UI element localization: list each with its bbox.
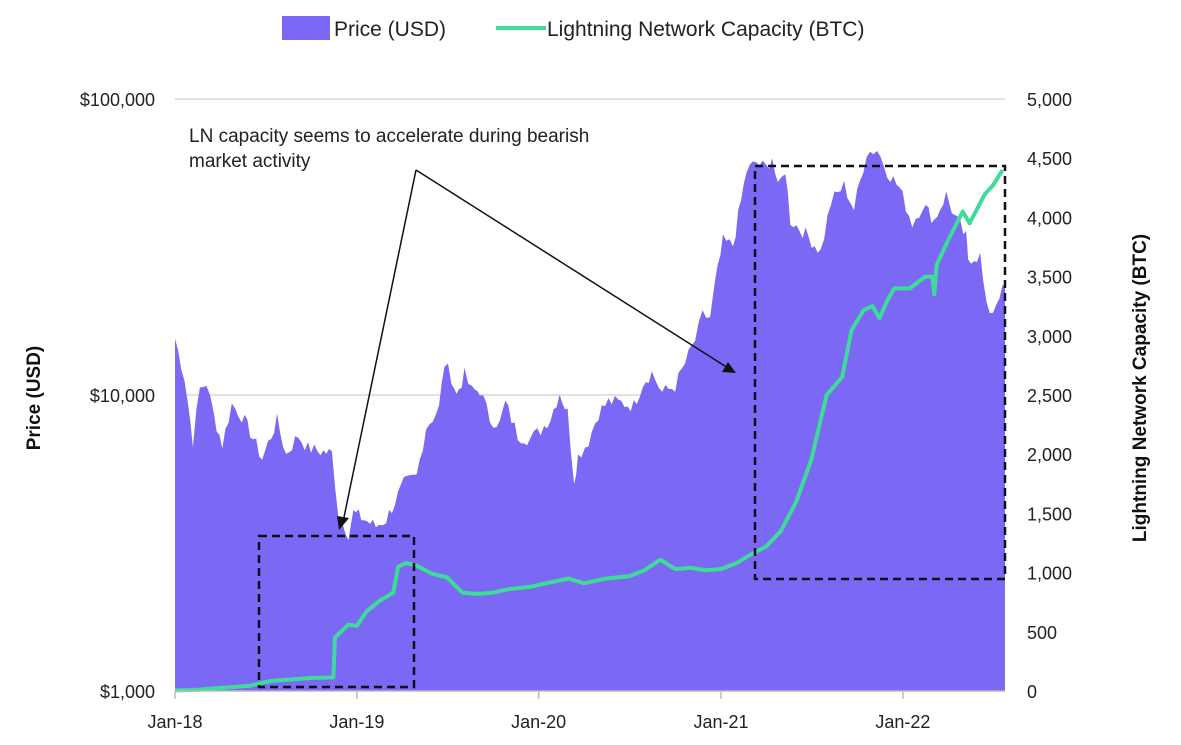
- right-tick-label: 1,500: [1027, 504, 1072, 524]
- legend-label-capacity: Lightning Network Capacity (BTC): [547, 18, 864, 41]
- right-tick-label: 0: [1027, 682, 1037, 702]
- right-tick-label: 500: [1027, 623, 1057, 643]
- right-tick-label: 2,500: [1027, 386, 1072, 406]
- highlight-box-2018: [257, 534, 416, 689]
- price-area-series: [175, 151, 1005, 691]
- legend: Price (USD) Lightning Network Capacity (…: [282, 16, 864, 41]
- annotation-arrow-right: [415, 169, 729, 369]
- right-tick-label: 1,000: [1027, 564, 1072, 584]
- x-tick-label: Jan-18: [147, 712, 202, 732]
- capacity-line-series: [174, 168, 1005, 693]
- annotation-arrowhead-left: [337, 516, 349, 530]
- right-tick-label: 5,000: [1027, 90, 1072, 110]
- annotation-arrow-left: [342, 169, 417, 523]
- annotation: LN capacity seems to accelerate during b…: [189, 126, 736, 530]
- legend-swatch-price: [282, 16, 330, 40]
- right-tick-label: 4,500: [1027, 149, 1072, 169]
- right-tick-label: 4,000: [1027, 208, 1072, 228]
- right-tick-label: 3,000: [1027, 327, 1072, 347]
- x-tick-label: Jan-19: [329, 712, 384, 732]
- legend-label-price: Price (USD): [334, 18, 446, 41]
- x-axis-ticks: Jan-18 Jan-19 Jan-20 Jan-21 Jan-22: [147, 691, 930, 732]
- left-tick-label: $1,000: [100, 682, 155, 702]
- left-tick-label: $10,000: [90, 386, 155, 406]
- right-axis-ticks: 0 500 1,000 1,500 2,000 2,500 3,000 3,500 4,000 4…: [1027, 90, 1072, 702]
- right-tick-label: 3,500: [1027, 268, 1072, 288]
- annotation-line-1: LN capacity seems to accelerate during b…: [189, 126, 589, 147]
- annotation-arrowhead-right: [722, 362, 736, 373]
- left-tick-label: $100,000: [80, 90, 155, 110]
- left-axis-title: Price (USD): [24, 346, 45, 451]
- x-tick-label: Jan-20: [511, 712, 566, 732]
- right-axis-title: Lightning Network Capacity (BTC): [1130, 234, 1151, 542]
- x-tick-label: Jan-21: [694, 712, 749, 732]
- right-tick-label: 2,000: [1027, 445, 1072, 465]
- annotation-line-2: market activity: [189, 151, 311, 172]
- left-axis-ticks: $1,000 $10,000 $100,000: [80, 90, 155, 702]
- highlight-box-2021: [753, 164, 1007, 581]
- x-tick-label: Jan-22: [875, 712, 930, 732]
